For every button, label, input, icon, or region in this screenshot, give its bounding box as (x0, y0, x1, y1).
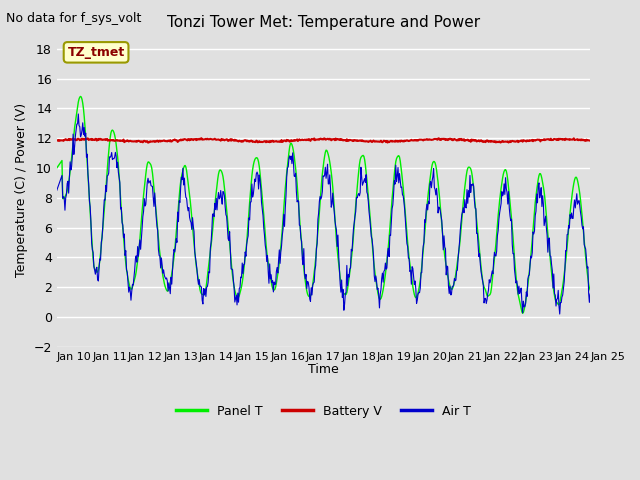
Y-axis label: Temperature (C) / Power (V): Temperature (C) / Power (V) (15, 103, 28, 277)
Legend: Panel T, Battery V, Air T: Panel T, Battery V, Air T (171, 400, 476, 423)
Title: Tonzi Tower Met: Temperature and Power: Tonzi Tower Met: Temperature and Power (167, 15, 480, 30)
X-axis label: Time: Time (308, 363, 339, 376)
Text: TZ_tmet: TZ_tmet (67, 46, 125, 59)
Text: No data for f_sys_volt: No data for f_sys_volt (6, 12, 142, 25)
